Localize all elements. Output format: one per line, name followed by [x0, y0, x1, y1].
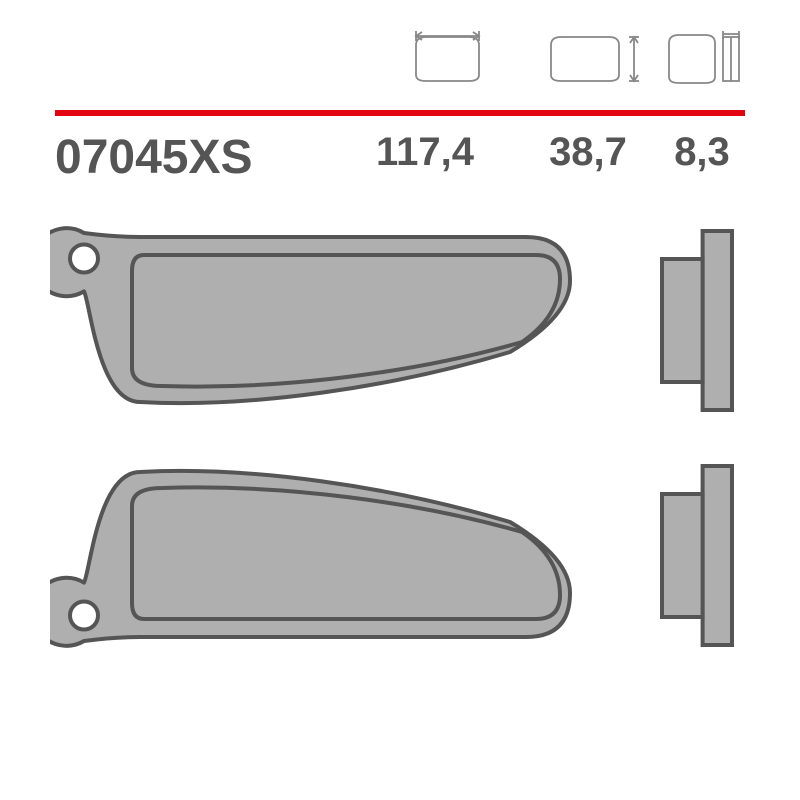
dim-thickness-icon [665, 25, 743, 105]
brake-pad-top-side [660, 221, 740, 436]
dim-height-icon [545, 25, 647, 105]
dimension-width-value: 117,4 [365, 130, 485, 175]
dimension-thickness-value: 8,3 [657, 130, 747, 175]
dimension-height-value: 38,7 [533, 130, 643, 175]
brake-pad-top-front [50, 215, 590, 440]
product-code: 07045XS [55, 130, 253, 185]
divider-line [55, 110, 745, 116]
dim-width-icon [410, 25, 485, 105]
diagram-container: 07045XS 117,4 38,7 8,3 [0, 0, 800, 800]
brake-pad-bottom-front [50, 450, 590, 675]
brake-pad-bottom-side [660, 456, 740, 671]
